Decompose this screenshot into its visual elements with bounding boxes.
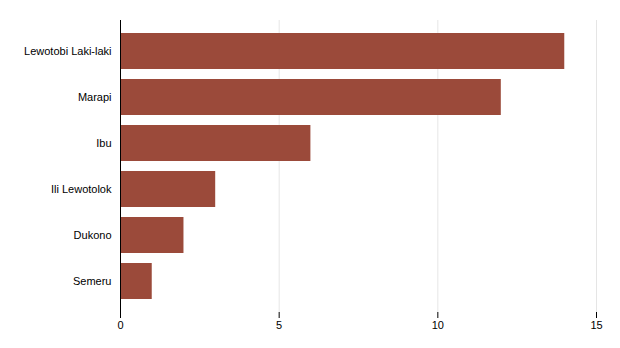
svg-text:Lewotobi Laki-laki: Lewotobi Laki-laki <box>24 45 111 57</box>
svg-text:10: 10 <box>432 319 444 331</box>
svg-text:5: 5 <box>276 319 282 331</box>
svg-text:Semeru: Semeru <box>73 275 112 287</box>
svg-text:Ibu: Ibu <box>96 137 111 149</box>
svg-text:Dukono: Dukono <box>74 229 112 241</box>
svg-text:Marapi: Marapi <box>78 91 112 103</box>
svg-text:Ili Lewotolok: Ili Lewotolok <box>51 183 112 195</box>
svg-text:0: 0 <box>117 319 123 331</box>
svg-text:15: 15 <box>590 319 602 331</box>
